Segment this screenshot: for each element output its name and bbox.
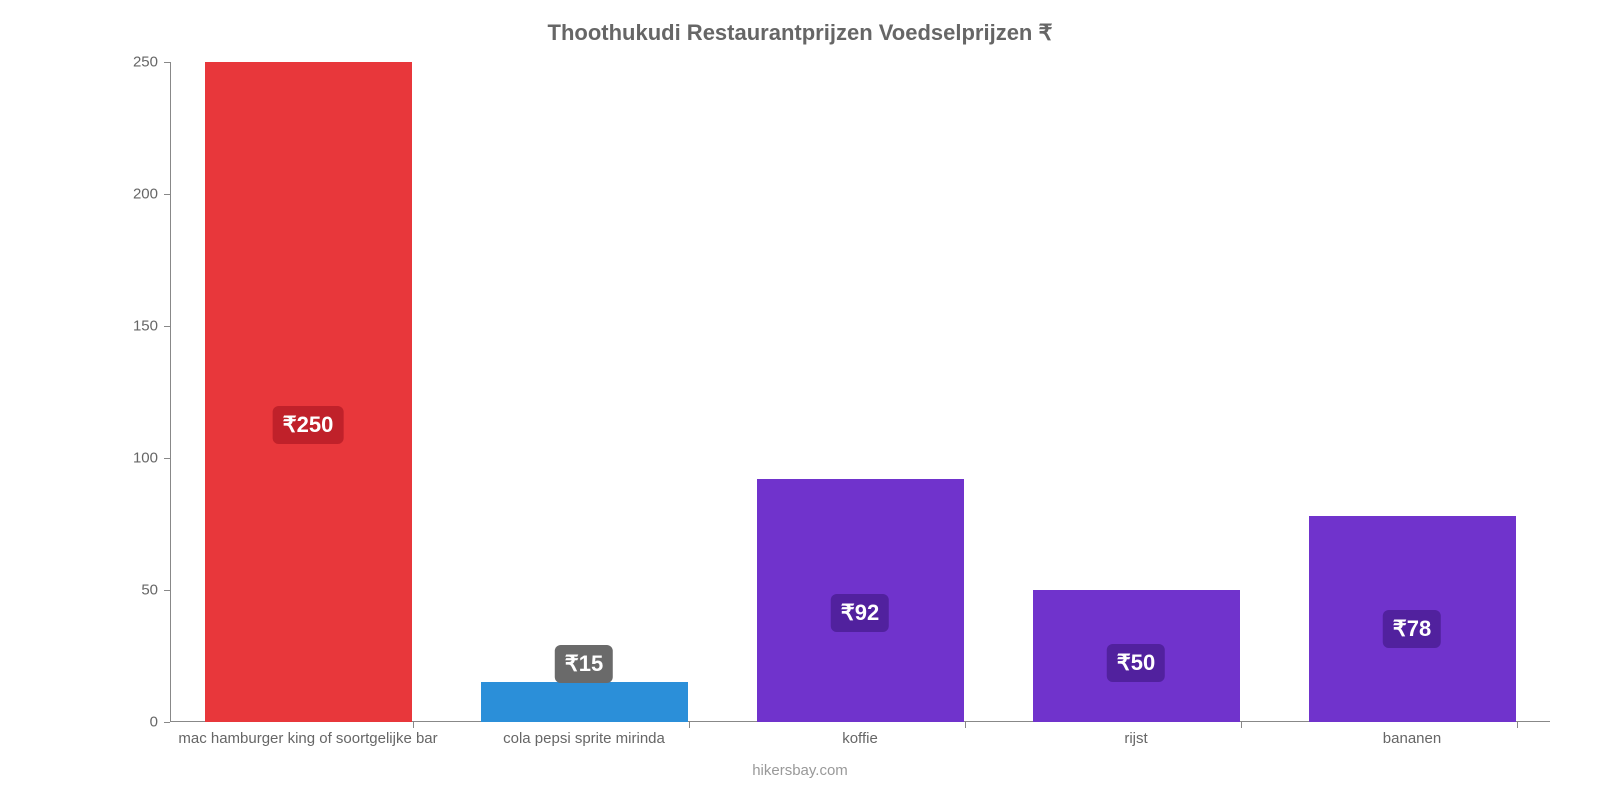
- x-tick: [689, 722, 690, 728]
- chart-title: Thoothukudi Restaurantprijzen Voedselpri…: [0, 0, 1600, 46]
- x-tick: [413, 722, 414, 728]
- credit-text: hikersbay.com: [752, 762, 848, 779]
- value-badge: ₹15: [555, 645, 613, 683]
- y-tick-label: 200: [133, 186, 170, 203]
- x-category-label: rijst: [1124, 730, 1147, 747]
- x-category-label: bananen: [1383, 730, 1441, 747]
- plot-area: 050100150200250mac hamburger king of soo…: [170, 62, 1550, 722]
- x-tick: [1241, 722, 1242, 728]
- x-tick: [1517, 722, 1518, 728]
- y-tick-label: 50: [141, 582, 170, 599]
- y-tick-label: 100: [133, 450, 170, 467]
- y-tick-label: 250: [133, 54, 170, 71]
- x-category-label: koffie: [842, 730, 878, 747]
- x-tick: [965, 722, 966, 728]
- value-badge: ₹50: [1107, 644, 1165, 682]
- y-tick-label: 150: [133, 318, 170, 335]
- y-axis-line: [170, 62, 171, 722]
- bar: [481, 682, 688, 722]
- bar: [205, 62, 412, 722]
- value-badge: ₹92: [831, 594, 889, 632]
- value-badge: ₹250: [273, 406, 344, 444]
- bar-chart: Thoothukudi Restaurantprijzen Voedselpri…: [0, 0, 1600, 800]
- x-category-label: cola pepsi sprite mirinda: [503, 730, 665, 747]
- value-badge: ₹78: [1383, 610, 1441, 648]
- x-category-label: mac hamburger king of soortgelijke bar: [178, 730, 437, 747]
- y-tick-label: 0: [150, 714, 170, 731]
